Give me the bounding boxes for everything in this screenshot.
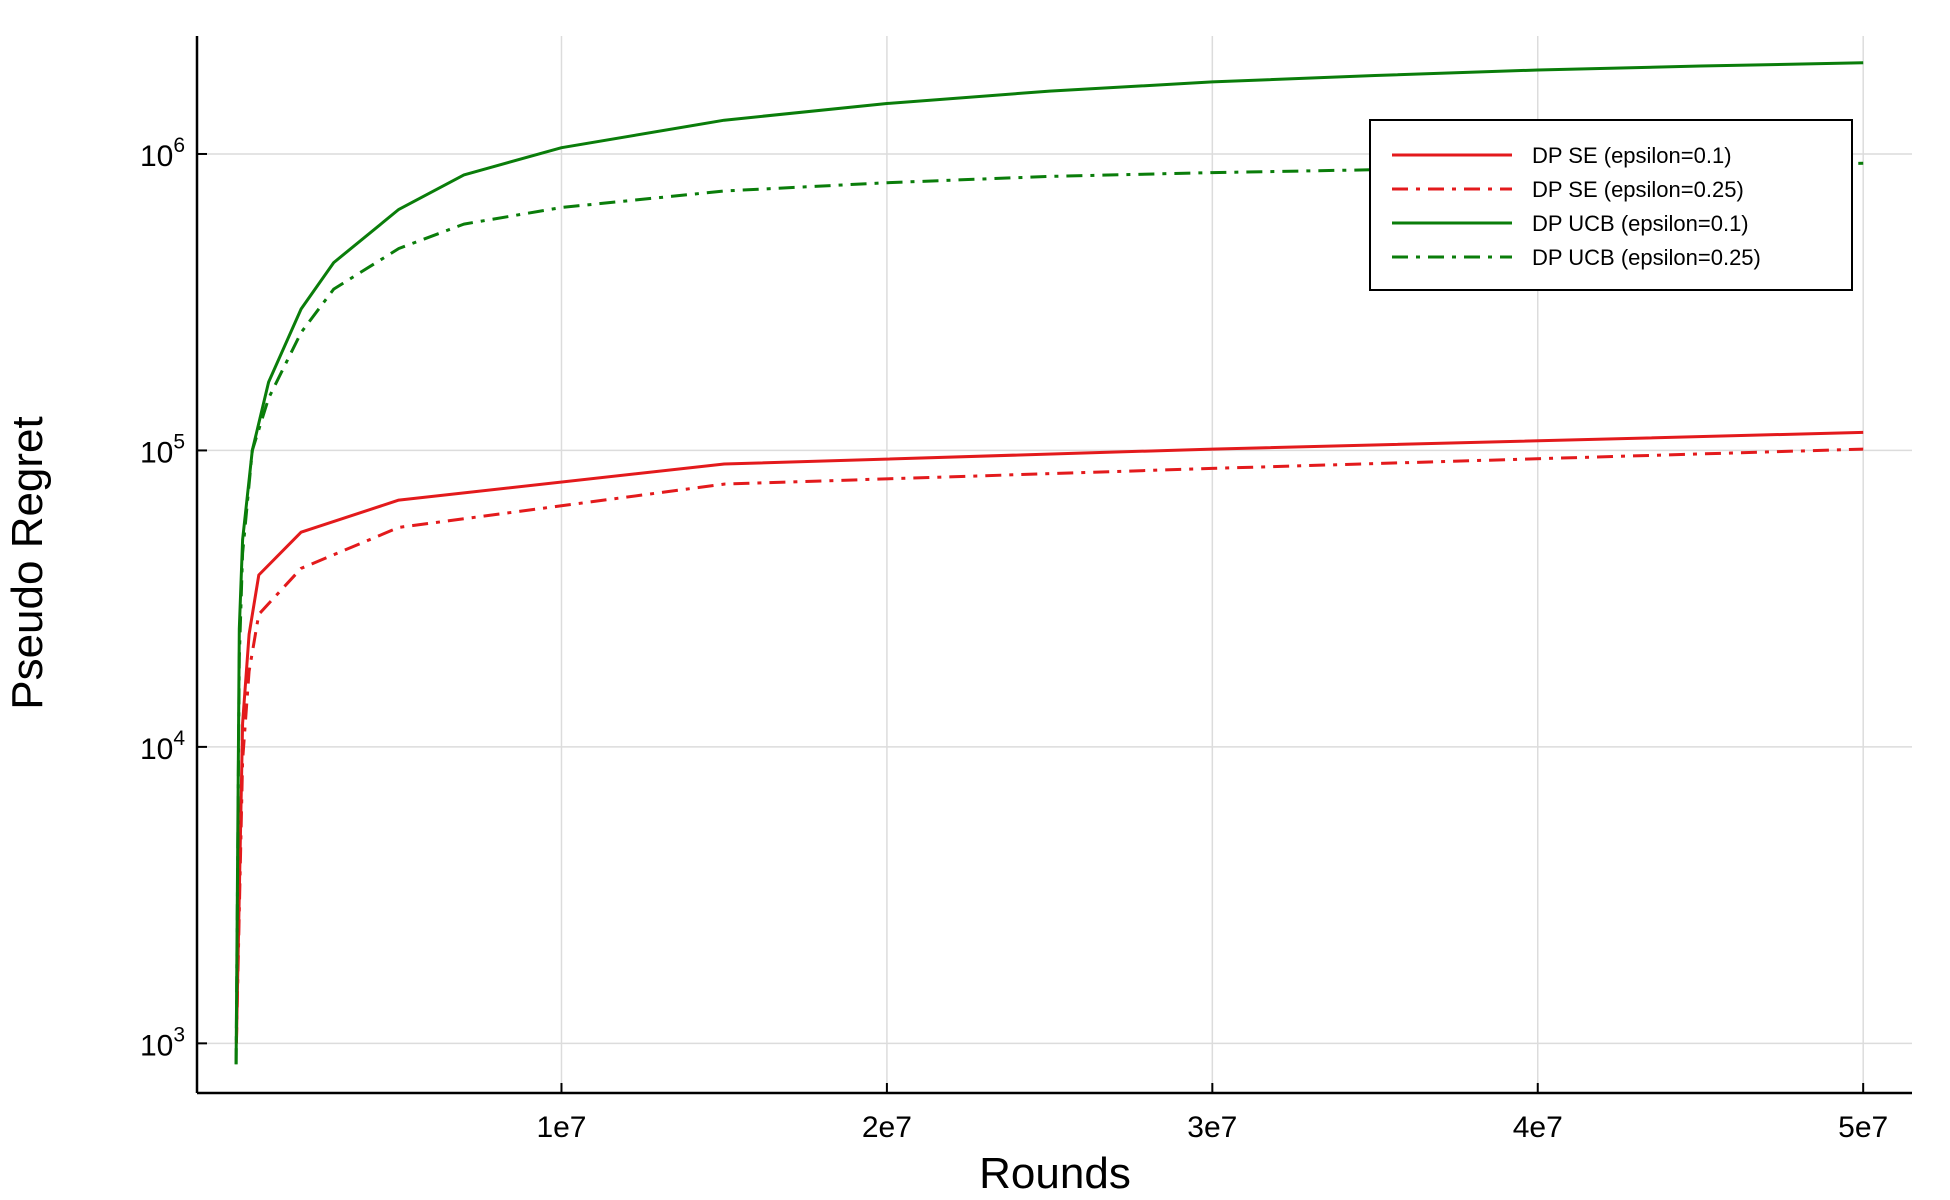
x-tick-label-3: 4e7 [1513, 1111, 1563, 1144]
x-tick-label-2: 3e7 [1187, 1111, 1237, 1144]
series-line-2 [234, 61, 1864, 1065]
legend-items: DP SE (epsilon=0.1) DP SE (epsilon=0.25) D… [1392, 143, 1761, 270]
x-tick-label-4: 5e7 [1838, 1111, 1888, 1144]
legend-label-1: DP SE (epsilon=0.25) [1532, 177, 1744, 202]
legend-label-3: DP UCB (epsilon=0.25) [1532, 245, 1761, 270]
x-axis-title: Rounds [979, 1149, 1131, 1198]
x-tick-label-0: 1e7 [536, 1111, 586, 1144]
legend-box [1369, 119, 1853, 291]
y-tick-label-3: 106 [140, 134, 185, 173]
x-axis-ticks: 1e7 2e7 3e7 4e7 5e7 [536, 1083, 1888, 1144]
y-tick-label-1: 104 [140, 727, 185, 766]
y-tick-label-2: 105 [140, 430, 185, 469]
y-tick-label-0: 103 [140, 1023, 185, 1062]
legend-label-0: DP SE (epsilon=0.1) [1532, 143, 1732, 168]
x-tick-label-1: 2e7 [862, 1111, 912, 1144]
legend-label-2: DP UCB (epsilon=0.1) [1532, 211, 1749, 236]
y-axis-title: Pseudo Regret [3, 416, 52, 710]
y-axis-ticks: 103 104 105 106 [140, 134, 207, 1062]
legend: DP SE (epsilon=0.1) DP SE (epsilon=0.25) D… [1369, 119, 1853, 291]
series-line-1 [234, 447, 1864, 1044]
axes [195, 36, 1912, 1095]
series-line-0 [234, 430, 1864, 1044]
